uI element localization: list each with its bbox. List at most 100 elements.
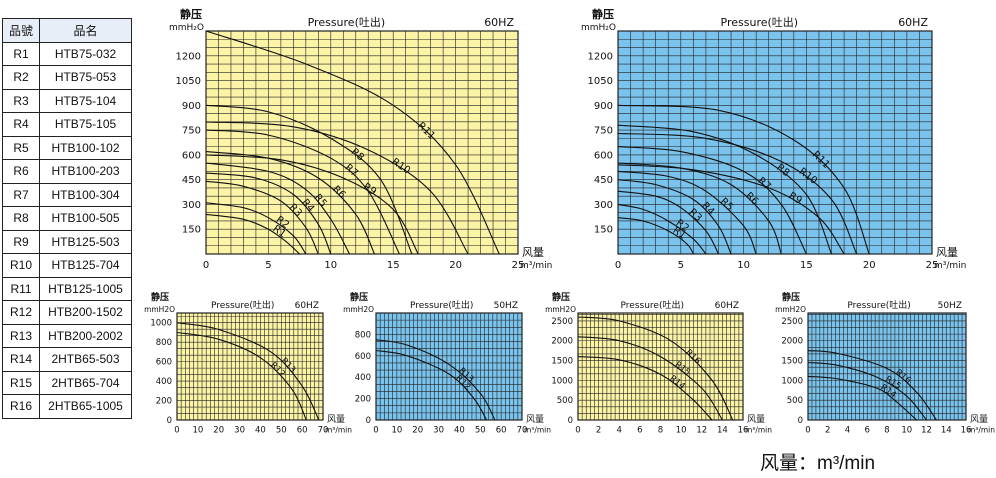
x-tick-label: 70 bbox=[318, 426, 329, 436]
x-tick-label: 8 bbox=[658, 426, 663, 436]
x-tick-label: 8 bbox=[884, 426, 889, 436]
x-axis-label: 风量 bbox=[970, 414, 988, 425]
plot-area bbox=[375, 312, 523, 421]
table-row: R5 HTB100-102 bbox=[2, 135, 132, 160]
cell-model: 2HTB65-704 bbox=[39, 370, 132, 395]
y-tick-label: 800 bbox=[355, 330, 371, 340]
x-tick-label: 40 bbox=[255, 426, 266, 436]
y-tick-label: 1000 bbox=[781, 376, 803, 386]
cell-code: R8 bbox=[2, 206, 40, 231]
grid bbox=[808, 313, 966, 420]
y-axis-label: 静压 bbox=[180, 7, 202, 21]
chart-title: Pressure(吐出) bbox=[211, 299, 274, 311]
x-axis-unit: m³/min bbox=[520, 261, 552, 271]
x-tick-label: 0 bbox=[373, 426, 378, 436]
x-axis-unit: m³/min bbox=[325, 426, 352, 435]
y-tick-label: 1050 bbox=[176, 76, 201, 87]
x-tick-label: 0 bbox=[174, 426, 179, 436]
x-tick-label: 10 bbox=[737, 260, 750, 271]
x-tick-label: 0 bbox=[805, 426, 810, 436]
grid bbox=[206, 31, 518, 254]
series-line-r9 bbox=[205, 154, 419, 255]
series-line-r14 bbox=[807, 375, 917, 421]
chart-c6: 0 2 4 6 8 10 12 14 16 0 500 1000 1500 2000 2500 Pressur… bbox=[775, 291, 995, 436]
cell-code: R11 bbox=[2, 276, 40, 301]
chart-title: Pressure(吐出) bbox=[410, 299, 473, 311]
series-line-r4 bbox=[617, 179, 732, 255]
chart-frequency: 50HZ bbox=[938, 301, 962, 311]
x-tick-label: 5 bbox=[678, 260, 684, 271]
series-line-r8 bbox=[205, 104, 413, 255]
x-tick-label: 25 bbox=[926, 260, 939, 271]
series-line-r2 bbox=[617, 203, 707, 255]
chart-frequency: 60HZ bbox=[715, 301, 739, 311]
chart-c1: 0 5 10 15 20 25 150 300 450 600 750 900 1050 1200 Pres… bbox=[169, 7, 552, 271]
x-tick-label: 30 bbox=[433, 426, 444, 436]
y-tick-label: 1500 bbox=[781, 357, 803, 367]
x-tick-label: 20 bbox=[213, 426, 224, 436]
x-tick-label: 10 bbox=[192, 426, 203, 436]
x-tick-label: 16 bbox=[738, 426, 749, 436]
y-tick-label: 1500 bbox=[551, 357, 573, 367]
chart-frequency: 60HZ bbox=[295, 301, 319, 311]
series-line-r16 bbox=[807, 350, 937, 421]
y-axis-unit: mmH2O bbox=[545, 305, 576, 314]
y-tick-label: 150 bbox=[182, 225, 201, 236]
table-row: R12 HTB200-1502 bbox=[2, 300, 132, 325]
series-line-r8 bbox=[617, 124, 833, 255]
series-line-r4 bbox=[205, 172, 332, 255]
cell-model: 2HTB65-503 bbox=[39, 347, 132, 372]
table-row: R4 HTB75-105 bbox=[2, 112, 132, 137]
series-line-r13 bbox=[375, 339, 496, 421]
y-tick-label: 1200 bbox=[176, 51, 201, 62]
series-line-r7 bbox=[205, 129, 400, 255]
y-tick-label: 800 bbox=[156, 338, 172, 348]
chart-frequency: 50HZ bbox=[494, 301, 518, 311]
cell-code: R3 bbox=[2, 88, 40, 113]
grid bbox=[376, 313, 522, 420]
model-table: 品號 品名 R1 HTB75-032 R2 HTB75-053 R3 HTB75-104 R… bbox=[2, 18, 132, 419]
y-axis-unit: mmH2O bbox=[343, 305, 374, 314]
y-axis-label: 静压 bbox=[350, 291, 368, 303]
table-row: R2 HTB75-053 bbox=[2, 65, 132, 90]
x-tick-label: 14 bbox=[717, 426, 728, 436]
x-tick-label: 70 bbox=[517, 426, 528, 436]
cell-code: R9 bbox=[2, 229, 40, 254]
x-axis-label: 风量 bbox=[327, 414, 345, 425]
x-tick-label: 14 bbox=[941, 426, 952, 436]
x-tick-label: 6 bbox=[865, 426, 870, 436]
cell-model: 2HTB65-1005 bbox=[39, 394, 132, 419]
y-axis-label: 静压 bbox=[151, 291, 169, 303]
chart-c3: 0 10 20 30 40 50 60 70 0 200 400 600 800 1000 Pressure… bbox=[144, 291, 352, 436]
cell-model: HTB100-505 bbox=[39, 206, 132, 231]
chart-frequency: 60HZ bbox=[898, 16, 928, 29]
y-tick-label: 450 bbox=[594, 175, 613, 186]
y-tick-label: 0 bbox=[167, 416, 172, 426]
y-tick-label: 500 bbox=[787, 396, 803, 406]
series-line-r10 bbox=[205, 121, 469, 255]
x-tick-label: 60 bbox=[496, 426, 507, 436]
chart-title: Pressure(吐出) bbox=[621, 299, 684, 311]
cell-model: HTB75-032 bbox=[39, 41, 132, 66]
series-line-r15 bbox=[807, 361, 927, 421]
footer-unit-label: 风量：m³/min bbox=[760, 453, 876, 474]
cell-model: HTB100-304 bbox=[39, 182, 132, 207]
x-tick-label: 0 bbox=[203, 260, 209, 271]
y-axis-unit: mmH2O bbox=[144, 305, 175, 314]
x-tick-label: 6 bbox=[637, 426, 642, 436]
chart-c5: 0 2 4 6 8 10 12 14 16 0 500 1000 1500 2000 2500 Pressur… bbox=[545, 291, 772, 436]
x-tick-label: 0 bbox=[615, 260, 621, 271]
cell-code: R15 bbox=[2, 370, 40, 395]
grid bbox=[177, 313, 323, 420]
plot-area bbox=[205, 30, 519, 255]
series-line-r6 bbox=[617, 162, 782, 255]
x-axis-unit: m³/min bbox=[934, 261, 966, 271]
y-tick-label: 2000 bbox=[551, 337, 573, 347]
series-line-r7 bbox=[617, 146, 807, 255]
cell-code: R6 bbox=[2, 159, 40, 184]
x-tick-label: 0 bbox=[575, 426, 580, 436]
table-row: R7 HTB100-304 bbox=[2, 182, 132, 207]
y-tick-label: 0 bbox=[366, 416, 371, 426]
